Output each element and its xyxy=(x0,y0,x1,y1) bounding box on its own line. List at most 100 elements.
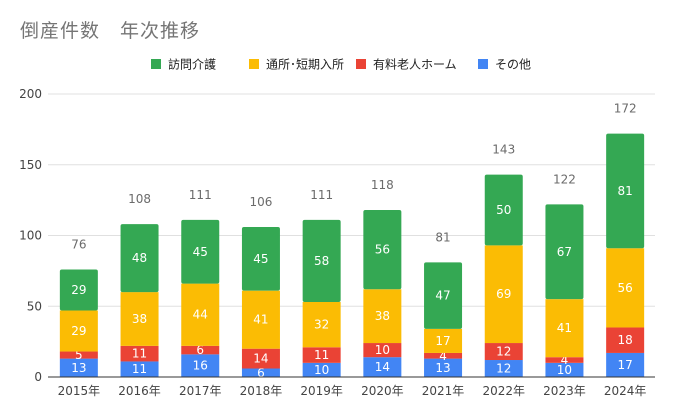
data-label: 14 xyxy=(375,360,390,374)
data-label: 13 xyxy=(435,361,450,375)
bar-segment xyxy=(59,269,98,311)
data-label: 29 xyxy=(71,324,86,338)
bar-segment xyxy=(241,368,280,377)
data-label: 13 xyxy=(71,361,86,375)
bar-segment xyxy=(424,262,463,329)
x-tick-label: 2023年 xyxy=(543,384,586,398)
bar-segment xyxy=(545,357,584,363)
data-label: 10 xyxy=(375,343,390,357)
bar-segment xyxy=(241,227,280,291)
bar-segment xyxy=(302,347,341,363)
bar-segment xyxy=(484,360,523,377)
legend-entry: その他 xyxy=(495,58,531,72)
data-label: 6 xyxy=(196,343,204,357)
legend-swatch xyxy=(151,59,161,69)
bar-segment xyxy=(181,219,220,284)
total-label: 143 xyxy=(492,143,515,157)
data-label: 67 xyxy=(557,245,572,259)
data-label: 5 xyxy=(75,348,83,362)
bar-segment xyxy=(424,328,463,353)
x-tick-label: 2021年 xyxy=(422,384,465,398)
x-tick-label: 2022年 xyxy=(482,384,525,398)
chart-title: 倒産件数 年次推移 xyxy=(20,20,201,42)
data-label: 41 xyxy=(557,321,572,335)
x-tick-label: 2020年 xyxy=(361,384,404,398)
bar-segment xyxy=(181,283,220,346)
data-label: 6 xyxy=(257,366,265,380)
y-tick-label: 100 xyxy=(19,229,42,243)
bar-segment xyxy=(424,358,463,377)
x-tick-label: 2024年 xyxy=(604,384,647,398)
data-label: 56 xyxy=(375,243,390,257)
x-tick-label: 2016年 xyxy=(118,384,161,398)
data-label: 48 xyxy=(132,251,147,265)
data-label: 10 xyxy=(557,363,572,377)
bar-segment xyxy=(545,299,584,358)
bar-segment xyxy=(606,133,645,249)
data-label: 4 xyxy=(439,349,447,363)
bar-segment xyxy=(181,354,220,377)
total-label: 111 xyxy=(310,188,333,202)
data-label: 4 xyxy=(561,353,569,367)
legend-swatch xyxy=(478,59,488,69)
legend-entry: 訪問介護 xyxy=(168,57,216,72)
bar-segment xyxy=(484,343,523,361)
bar-segment xyxy=(363,289,402,344)
data-label: 12 xyxy=(496,362,511,376)
total-label: 76 xyxy=(71,237,86,251)
bar-segment xyxy=(606,248,645,328)
total-label: 118 xyxy=(371,178,394,192)
bar-segment xyxy=(606,327,645,353)
data-label: 11 xyxy=(132,347,147,361)
data-label: 11 xyxy=(314,348,329,362)
y-tick-label: 150 xyxy=(19,158,42,172)
bar-segment xyxy=(484,174,523,246)
data-label: 16 xyxy=(193,359,208,373)
total-label: 172 xyxy=(614,102,637,116)
data-label: 81 xyxy=(618,184,633,198)
bar-segment xyxy=(484,245,523,344)
x-tick-label: 2017年 xyxy=(179,384,222,398)
bar-segment xyxy=(363,210,402,290)
data-label: 69 xyxy=(496,287,511,301)
y-tick-label: 0 xyxy=(34,370,42,384)
legend-swatch xyxy=(249,59,259,69)
data-label: 50 xyxy=(496,203,511,217)
data-label: 14 xyxy=(253,352,268,366)
x-tick-label: 2018年 xyxy=(240,384,283,398)
data-label: 38 xyxy=(132,312,147,326)
data-label: 44 xyxy=(193,308,208,322)
bar-segment xyxy=(120,345,159,362)
bar-segment xyxy=(606,352,645,377)
legend-entry: 有料老人ホーム xyxy=(373,58,457,72)
data-label: 11 xyxy=(132,362,147,376)
legend-swatch xyxy=(356,59,366,69)
data-label: 17 xyxy=(618,358,633,372)
bar-segment xyxy=(545,362,584,377)
x-tick-label: 2015年 xyxy=(58,384,101,398)
total-label: 81 xyxy=(435,230,450,244)
data-label: 17 xyxy=(435,334,450,348)
data-label: 32 xyxy=(314,318,329,332)
bar-segment xyxy=(424,352,463,359)
total-label: 122 xyxy=(553,172,576,186)
bar-segment xyxy=(59,358,98,377)
bar-segment xyxy=(363,343,402,358)
bar-segment xyxy=(120,224,159,293)
total-label: 108 xyxy=(128,192,151,206)
y-tick-label: 50 xyxy=(27,299,42,313)
data-label: 18 xyxy=(618,333,633,347)
total-label: 111 xyxy=(189,188,212,202)
data-label: 12 xyxy=(496,345,511,359)
data-label: 47 xyxy=(435,289,450,303)
bar-segment xyxy=(181,345,220,355)
x-tick-label: 2019年 xyxy=(300,384,343,398)
data-label: 45 xyxy=(253,252,268,266)
bar-segment xyxy=(302,362,341,377)
y-tick-label: 200 xyxy=(19,87,42,101)
data-label: 29 xyxy=(71,283,86,297)
bar-segment xyxy=(302,219,341,303)
bar-segment xyxy=(59,310,98,352)
